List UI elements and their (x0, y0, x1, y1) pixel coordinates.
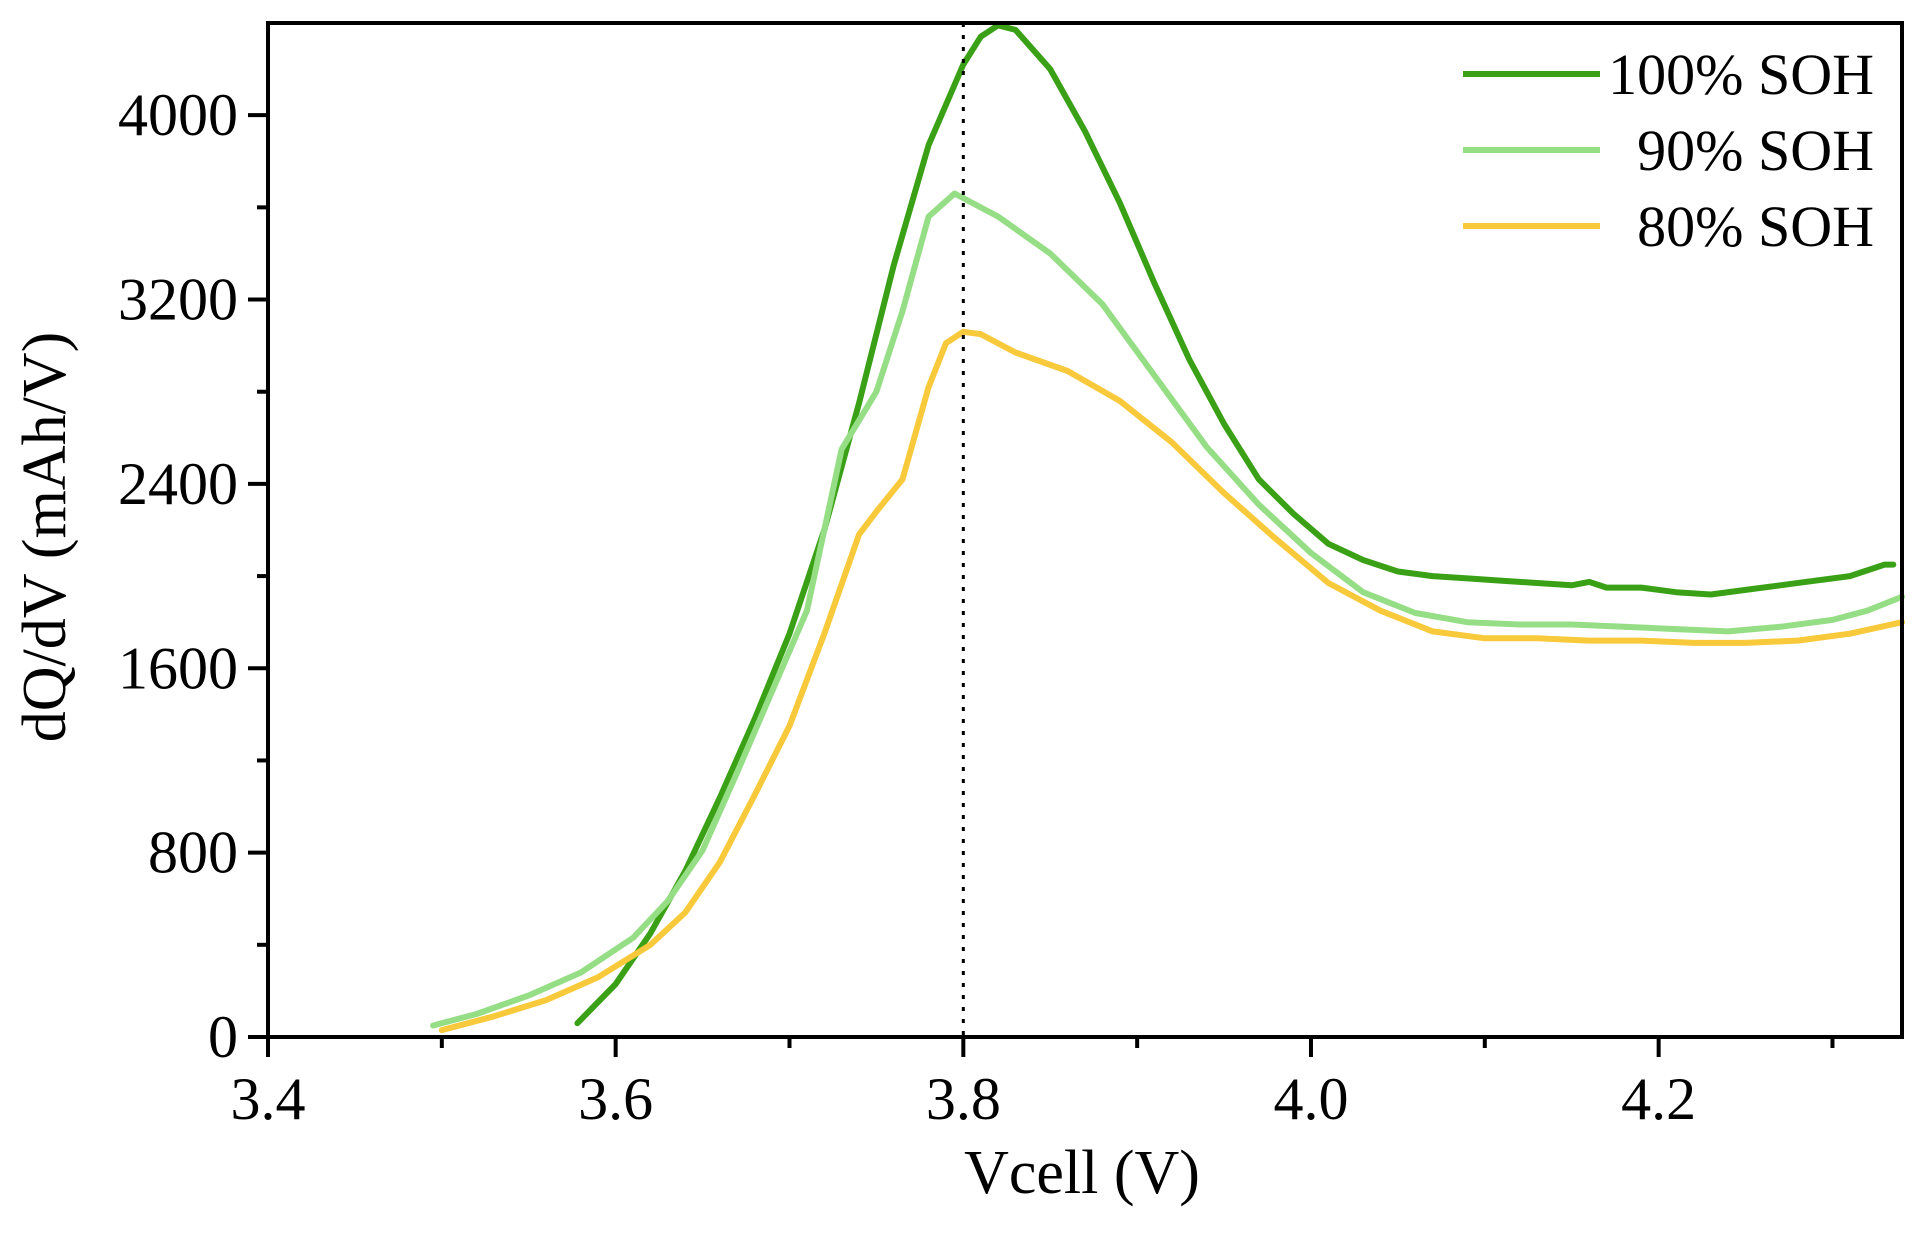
series-line-80-soh (438, 328, 1905, 1034)
y-tick-label: 3200 (118, 267, 238, 333)
legend-label: 100% SOH (1608, 42, 1874, 107)
x-axis-label: Vcell (V) (964, 1139, 1200, 1207)
x-tick-label: 4.0 (1273, 1066, 1348, 1132)
legend-label: 90% SOH (1637, 118, 1874, 183)
y-axis-label: dQ/dV (mAh/V) (11, 332, 79, 742)
x-tick-label: 3.8 (926, 1066, 1001, 1132)
legend-label: 80% SOH (1637, 194, 1874, 259)
x-tick-label: 4.2 (1621, 1066, 1696, 1132)
x-axis-ticks: 3.4 3.6 3.8 4.0 4.2 (231, 1037, 1835, 1132)
y-tick-label: 1600 (118, 635, 238, 701)
y-tick-label: 4000 (118, 82, 238, 148)
y-tick-label: 2400 (118, 451, 238, 517)
y-tick-label: 0 (208, 1004, 238, 1070)
legend: 100% SOH 90% SOH 80% SOH (1463, 42, 1874, 259)
y-axis-ticks: 0 800 1600 2400 3200 4000 (118, 82, 268, 1070)
x-tick-label: 3.6 (578, 1066, 653, 1132)
data-series-group (430, 22, 1905, 1034)
series-line-90-soh (430, 190, 1905, 1029)
plot-frame (266, 21, 1904, 1039)
x-tick-label: 3.4 (231, 1066, 306, 1132)
y-tick-label: 800 (148, 820, 238, 886)
